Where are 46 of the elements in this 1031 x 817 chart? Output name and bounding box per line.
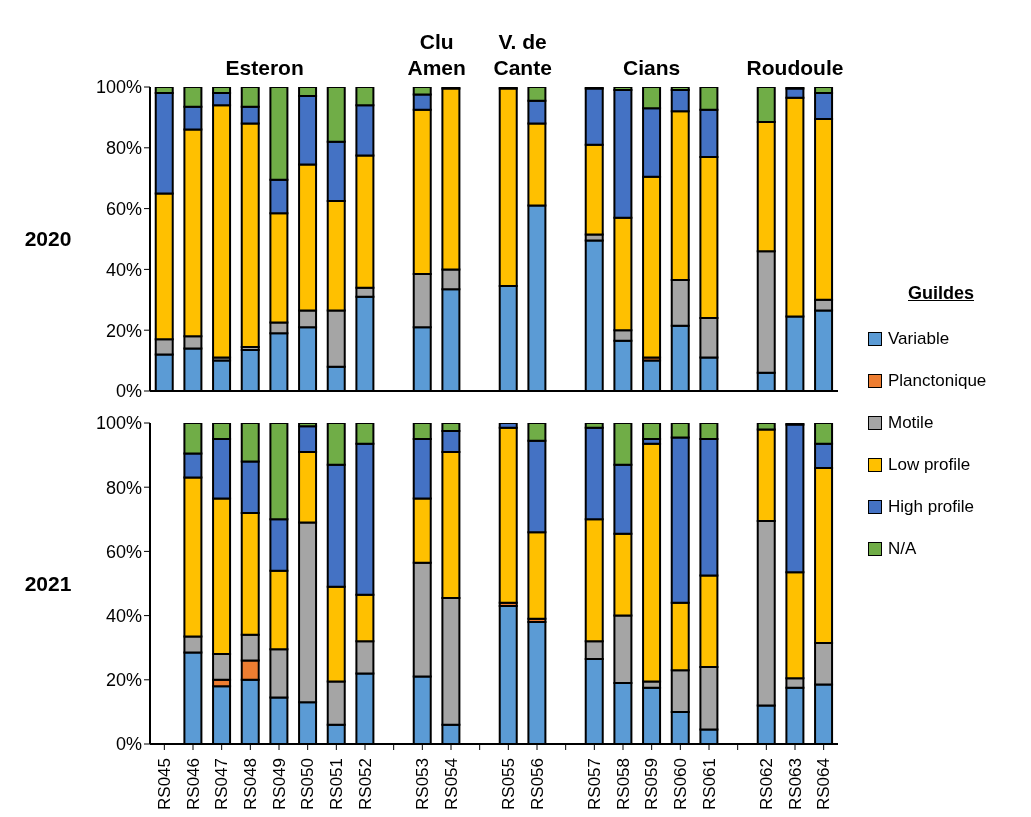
y-tick-label: 60%	[105, 541, 142, 562]
x-tick-label: RS045	[154, 758, 174, 810]
x-tick-label: RS051	[326, 758, 346, 810]
text: V. de Cante	[492, 29, 553, 79]
x-tick-label: RS053	[412, 758, 432, 810]
y-axis-title: 2021	[23, 571, 73, 596]
y-tick-label: 0%	[115, 381, 142, 402]
x-tick-label: RS056	[527, 758, 547, 810]
legend-label: High profile	[888, 497, 974, 517]
legend-label: Low profile	[888, 455, 971, 475]
x-tick-label: RS060	[670, 758, 690, 810]
y-tick-label: 20%	[105, 670, 142, 691]
y-tick-label: 60%	[105, 198, 142, 219]
x-tick-label: RS049	[269, 758, 289, 810]
x-tick-label: RS062	[756, 758, 776, 810]
x-tick-label: RS052	[355, 758, 375, 810]
legend-label: Motile	[888, 413, 934, 433]
x-tick-label: RS050	[298, 758, 318, 810]
x-tick-label: RS058	[613, 758, 633, 810]
x-tick-label: RS047	[212, 758, 232, 810]
text: Roudoule	[745, 55, 845, 81]
y-tick-label: 20%	[105, 320, 142, 341]
x-tick-label: RS057	[584, 758, 604, 810]
x-tick-label: RS059	[642, 758, 662, 810]
y-tick-label: 0%	[115, 734, 142, 755]
x-tick-label: RS048	[240, 758, 260, 810]
legend-title: Guildes	[907, 283, 975, 304]
x-tick-label: RS063	[785, 758, 805, 810]
legend-label: Planctonique	[888, 371, 987, 391]
y-tick-label: 80%	[105, 138, 142, 159]
x-tick-label: RS064	[814, 758, 834, 810]
text: Clu Amen	[406, 29, 467, 79]
legend-label: N/A	[888, 539, 917, 559]
y-tick-label: 100%	[95, 413, 142, 434]
x-tick-label: RS061	[699, 758, 719, 810]
x-tick-label: RS055	[498, 758, 518, 810]
legend-label: Variable	[888, 329, 950, 349]
text: Esteron	[224, 55, 305, 81]
y-tick-label: 40%	[105, 605, 142, 626]
y-axis-title: 2020	[23, 227, 73, 251]
y-tick-label: 100%	[95, 77, 142, 98]
x-tick-label: RS046	[183, 758, 203, 810]
y-tick-label: 40%	[105, 259, 142, 280]
text: Cians	[622, 55, 682, 81]
y-tick-label: 80%	[105, 477, 142, 498]
x-tick-label: RS054	[441, 758, 461, 810]
